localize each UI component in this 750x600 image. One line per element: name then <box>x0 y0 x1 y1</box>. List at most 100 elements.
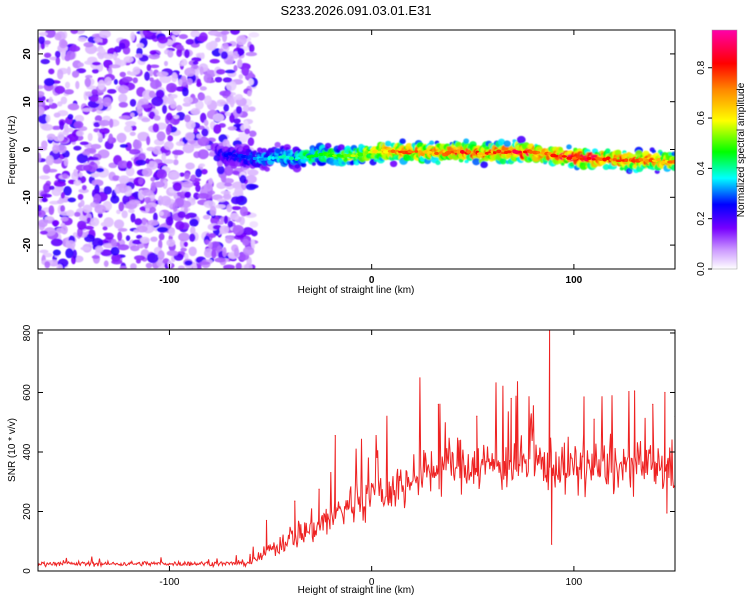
noise-blob <box>93 193 101 204</box>
noise-blob <box>44 261 51 269</box>
signal-blob <box>285 147 290 151</box>
noise-blob <box>184 260 193 266</box>
signal-blob <box>429 140 435 146</box>
signal-peak <box>488 152 495 156</box>
signal-blob <box>670 164 675 172</box>
noise-blob <box>51 220 60 227</box>
snr-spike-point <box>551 543 553 545</box>
noise-blob <box>103 186 112 195</box>
signal-blob <box>619 166 624 171</box>
noise-blob <box>185 162 195 170</box>
noise-blob <box>178 232 190 242</box>
noise-blob <box>183 206 188 215</box>
noise-blob <box>130 31 136 42</box>
noise-blob <box>175 220 185 231</box>
noise-blob <box>86 217 91 223</box>
noise-blob <box>38 219 48 228</box>
noise-blob <box>238 132 248 138</box>
snr-spike-point <box>437 403 439 405</box>
snr-panel: -100 0 100 0 200 400 600 800 Height of straigh… <box>7 324 676 596</box>
colorbar-label: Normalized spectral amplitude <box>736 82 747 217</box>
signal-blob <box>274 141 281 148</box>
noise-blob <box>227 220 234 228</box>
noise-blob <box>192 60 199 65</box>
noise-blob <box>68 45 81 52</box>
noise-blob <box>142 167 153 177</box>
snr-y-tick-label: 0 <box>22 568 33 574</box>
noise-blob <box>102 115 111 121</box>
noise-blob <box>53 112 61 118</box>
signal-blob <box>252 150 258 155</box>
spectrogram-y-ticks: -20 -10 0 10 20 <box>22 48 675 252</box>
noise-blob <box>38 106 45 116</box>
noise-blob <box>100 221 109 227</box>
noise-blob <box>64 89 74 95</box>
signal-peak <box>539 151 546 155</box>
noise-blob <box>226 204 233 213</box>
noise-blob <box>204 239 210 245</box>
noise-blob <box>102 36 107 45</box>
noise-blob <box>146 146 156 152</box>
noise-blob <box>74 211 81 217</box>
noise-blob <box>123 56 134 63</box>
signal-peak <box>227 152 233 156</box>
noise-blob <box>73 120 84 129</box>
noise-blob <box>130 112 135 118</box>
noise-blob <box>75 80 80 90</box>
noise-blob <box>233 65 238 72</box>
noise-blob <box>136 104 143 114</box>
noise-blob <box>78 172 83 178</box>
noise-blob <box>102 226 108 231</box>
signal-peak <box>528 150 534 154</box>
snr-line <box>38 330 675 569</box>
noise-blob <box>214 37 221 43</box>
noise-blob <box>144 71 150 81</box>
noise-blob <box>49 185 55 190</box>
noise-blob <box>128 208 135 214</box>
noise-blob <box>54 85 66 94</box>
noise-blob <box>163 141 174 151</box>
noise-blob <box>208 233 217 238</box>
noise-blob <box>43 182 51 193</box>
noise-blob <box>171 72 178 83</box>
noise-blob <box>173 159 179 166</box>
noise-blob <box>108 67 113 76</box>
spectrogram-x-tick-label: 0 <box>369 275 375 286</box>
signal-peak <box>414 150 419 153</box>
signal-blob <box>324 142 332 150</box>
noise-blob <box>58 39 68 49</box>
noise-blob <box>66 66 71 76</box>
noise-blob <box>98 133 103 143</box>
noise-blob <box>190 30 200 38</box>
noise-blob <box>91 88 98 96</box>
signal-peak <box>387 150 392 153</box>
noise-blob <box>183 96 194 104</box>
signal-peak <box>258 157 265 161</box>
noise-blob <box>245 51 258 57</box>
snr-spike-point <box>265 519 268 522</box>
signal-peak <box>656 158 661 162</box>
noise-blob <box>59 120 65 131</box>
signal-peak <box>660 160 666 164</box>
signal-blob <box>671 151 675 157</box>
signal-blob <box>503 140 511 148</box>
noise-blob <box>178 79 183 86</box>
noise-blob <box>242 227 254 236</box>
noise-blob <box>109 118 114 128</box>
noise-blob <box>224 182 233 187</box>
noise-blob <box>196 133 203 139</box>
noise-blob <box>178 34 188 40</box>
colorbar-tick-label: 0.2 <box>696 211 707 225</box>
noise-blob <box>181 181 194 188</box>
noise-blob <box>81 185 87 191</box>
noise-blob <box>43 52 52 58</box>
spectrogram-y-tick-label: 20 <box>22 48 33 60</box>
noise-blob <box>67 197 77 203</box>
noise-blob <box>222 247 227 258</box>
signal-blob <box>651 149 657 154</box>
noise-blob <box>234 93 243 101</box>
noise-blob <box>117 231 123 242</box>
noise-blob <box>38 211 42 216</box>
